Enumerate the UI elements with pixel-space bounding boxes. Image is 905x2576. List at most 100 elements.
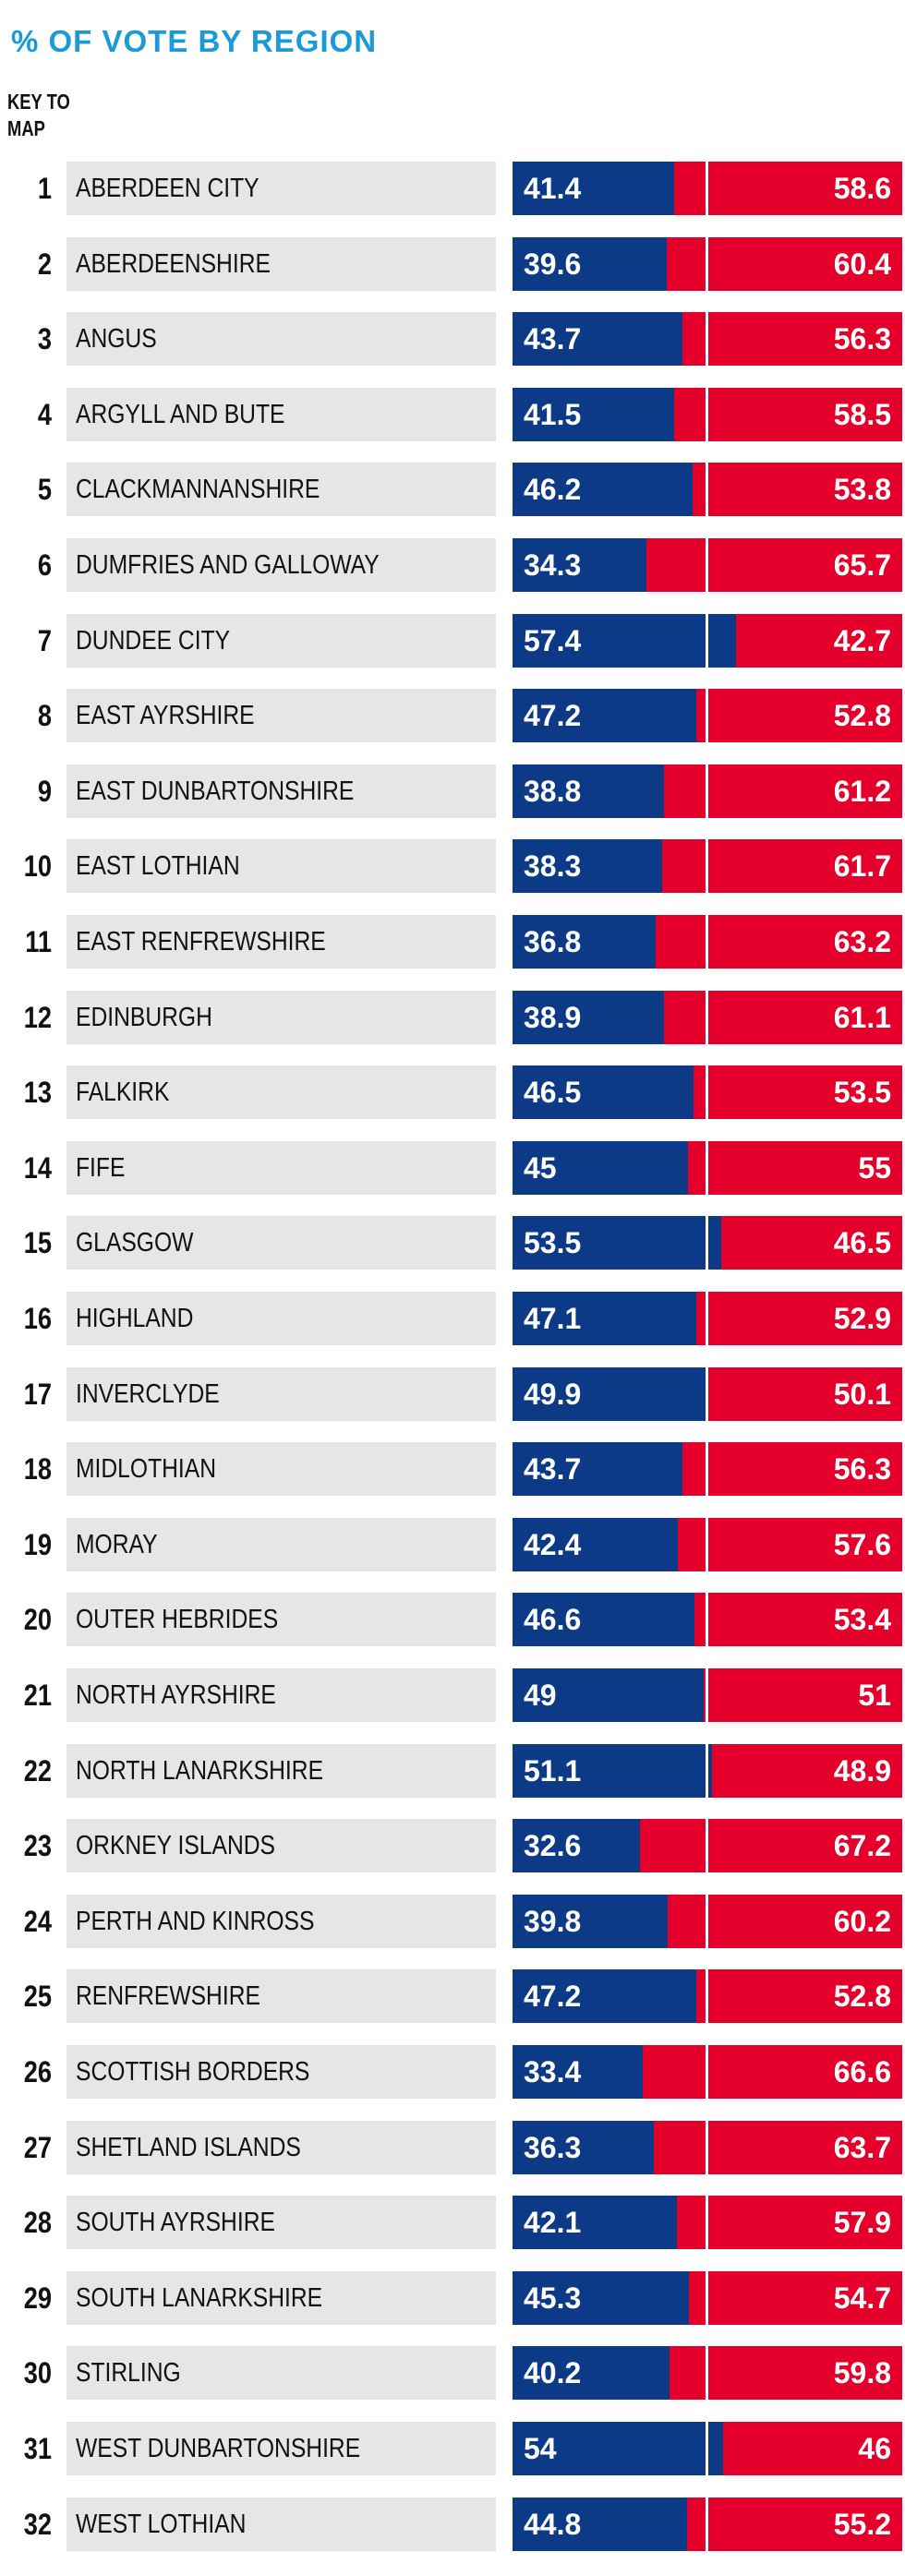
yes-bar-segment [513, 1668, 704, 1722]
key-number: 26 [23, 2055, 52, 2088]
yes-value-label: 42.1 [524, 2206, 582, 2240]
no-value-label: 52.9 [833, 1302, 891, 1335]
midpoint-marker [706, 1743, 708, 1798]
yes-value-label: 41.5 [524, 397, 582, 431]
region-label-box: MORAY [66, 1517, 496, 1571]
region-name: ANGUS [76, 324, 157, 355]
vote-bar: 36.3 63.7 [513, 2120, 902, 2174]
region-name: PERTH AND KINROSS [76, 1906, 315, 1936]
vote-bar: 41.4 58.6 [513, 162, 902, 215]
key-number: 21 [23, 1679, 52, 1712]
yes-bar-segment [513, 764, 664, 818]
midpoint-marker [706, 1969, 708, 2024]
region-label-box: MIDLOTHIAN [66, 1442, 496, 1497]
yes-value-label: 43.7 [524, 1452, 582, 1487]
no-value-label: 58.5 [833, 397, 891, 431]
key-number: 23 [23, 1829, 52, 1863]
region-row: 28 SOUTH AYRSHIRE 42.1 57.9 [0, 2196, 905, 2250]
region-name: FIFE [76, 1152, 126, 1183]
key-number: 15 [23, 1226, 52, 1260]
region-label-box: EAST RENFREWSHIRE [66, 915, 496, 969]
no-value-label: 59.8 [833, 2356, 891, 2390]
key-number: 30 [23, 2356, 52, 2390]
yes-value-label: 36.3 [524, 2130, 582, 2164]
vote-bar: 41.5 58.5 [513, 387, 902, 441]
region-row: 27 SHETLAND ISLANDS 36.3 63.7 [0, 2120, 905, 2174]
region-label-box: ABERDEENSHIRE [66, 236, 496, 291]
region-row: 32 WEST LOTHIAN 44.8 55.2 [0, 2497, 905, 2551]
yes-bar-segment [513, 2346, 670, 2401]
no-value-label: 56.3 [833, 1452, 891, 1487]
key-number: 20 [23, 1603, 52, 1637]
region-row: 6 DUMFRIES AND GALLOWAY 34.3 65.7 [0, 538, 905, 592]
key-number: 9 [37, 774, 52, 808]
region-row: 10 EAST LOTHIAN 38.3 61.7 [0, 839, 905, 894]
yes-bar-segment [513, 2270, 690, 2325]
midpoint-marker [706, 1819, 708, 1873]
region-label-box: HIGHLAND [66, 1292, 496, 1345]
yes-bar-segment [513, 463, 693, 517]
region-row: 2 ABERDEENSHIRE 39.6 60.4 [0, 236, 905, 291]
midpoint-marker [706, 1442, 708, 1497]
region-label-box: SOUTH LANARKSHIRE [66, 2270, 496, 2325]
vote-bar: 36.8 63.2 [513, 915, 902, 969]
midpoint-marker [706, 1366, 708, 1421]
midpoint-marker [706, 990, 708, 1044]
region-label-box: RENFREWSHIRE [66, 1969, 496, 2024]
region-row: 22 NORTH LANARKSHIRE 51.1 48.9 [0, 1743, 905, 1798]
midpoint-marker [706, 613, 708, 668]
yes-value-label: 57.4 [524, 623, 582, 657]
region-row: 31 WEST DUNBARTONSHIRE 54 46 [0, 2422, 905, 2475]
no-value-label: 67.2 [833, 1829, 891, 1863]
no-value-label: 61.1 [833, 1000, 891, 1034]
region-label-box: FALKIRK [66, 1065, 496, 1120]
yes-value-label: 47.2 [524, 699, 582, 733]
yes-bar-segment [513, 1593, 694, 1647]
key-number: 5 [37, 473, 52, 507]
midpoint-marker [706, 2346, 708, 2401]
yes-bar-segment [513, 2045, 643, 2099]
region-label-box: OUTER HEBRIDES [66, 1593, 496, 1647]
midpoint-marker [706, 915, 708, 969]
key-number: 13 [23, 1076, 52, 1110]
region-name: INVERCLYDE [76, 1378, 220, 1409]
yes-bar-segment [513, 2120, 655, 2174]
yes-bar-segment [513, 1140, 688, 1195]
region-name: WEST DUNBARTONSHIRE [76, 2434, 361, 2463]
yes-bar-segment [513, 236, 668, 291]
key-number: 19 [23, 1527, 52, 1561]
yes-value-label: 46.6 [524, 1603, 582, 1637]
midpoint-marker [706, 538, 708, 592]
yes-value-label: 44.8 [524, 2507, 582, 2541]
no-value-label: 61.2 [833, 774, 891, 808]
vote-bar: 49.9 50.1 [513, 1366, 902, 1421]
region-row: 23 ORKNEY ISLANDS 32.6 67.2 [0, 1819, 905, 1873]
region-label-box: SOUTH AYRSHIRE [66, 2196, 496, 2250]
region-name: RENFREWSHIRE [76, 1981, 260, 2012]
yes-bar-segment [513, 1442, 683, 1497]
no-value-label: 53.8 [833, 473, 891, 507]
no-value-label: 57.9 [833, 2206, 891, 2240]
vote-bar: 53.5 46.5 [513, 1216, 902, 1270]
region-name: SCOTTISH BORDERS [76, 2057, 310, 2087]
yes-value-label: 38.8 [524, 774, 582, 808]
yes-value-label: 33.4 [524, 2055, 582, 2088]
yes-bar-segment [513, 1366, 707, 1421]
midpoint-marker [706, 1292, 708, 1345]
yes-value-label: 49.9 [524, 1377, 582, 1411]
region-row: 18 MIDLOTHIAN 43.7 56.3 [0, 1442, 905, 1497]
region-label-box: SCOTTISH BORDERS [66, 2045, 496, 2099]
yes-value-label: 43.7 [524, 322, 582, 356]
region-name: HIGHLAND [76, 1304, 194, 1333]
key-number: 3 [37, 322, 52, 356]
vote-bar: 39.8 60.2 [513, 1894, 902, 1948]
vote-bar: 46.5 53.5 [513, 1065, 902, 1120]
midpoint-marker [706, 1216, 708, 1270]
region-label-box: CLACKMANNANSHIRE [66, 463, 496, 517]
vote-bar: 49 51 [513, 1668, 902, 1722]
yes-value-label: 34.3 [524, 548, 582, 582]
region-label-box: NORTH AYRSHIRE [66, 1668, 496, 1722]
yes-value-label: 53.5 [524, 1226, 582, 1260]
yes-value-label: 42.4 [524, 1527, 582, 1561]
region-name: CLACKMANNANSHIRE [76, 475, 320, 505]
